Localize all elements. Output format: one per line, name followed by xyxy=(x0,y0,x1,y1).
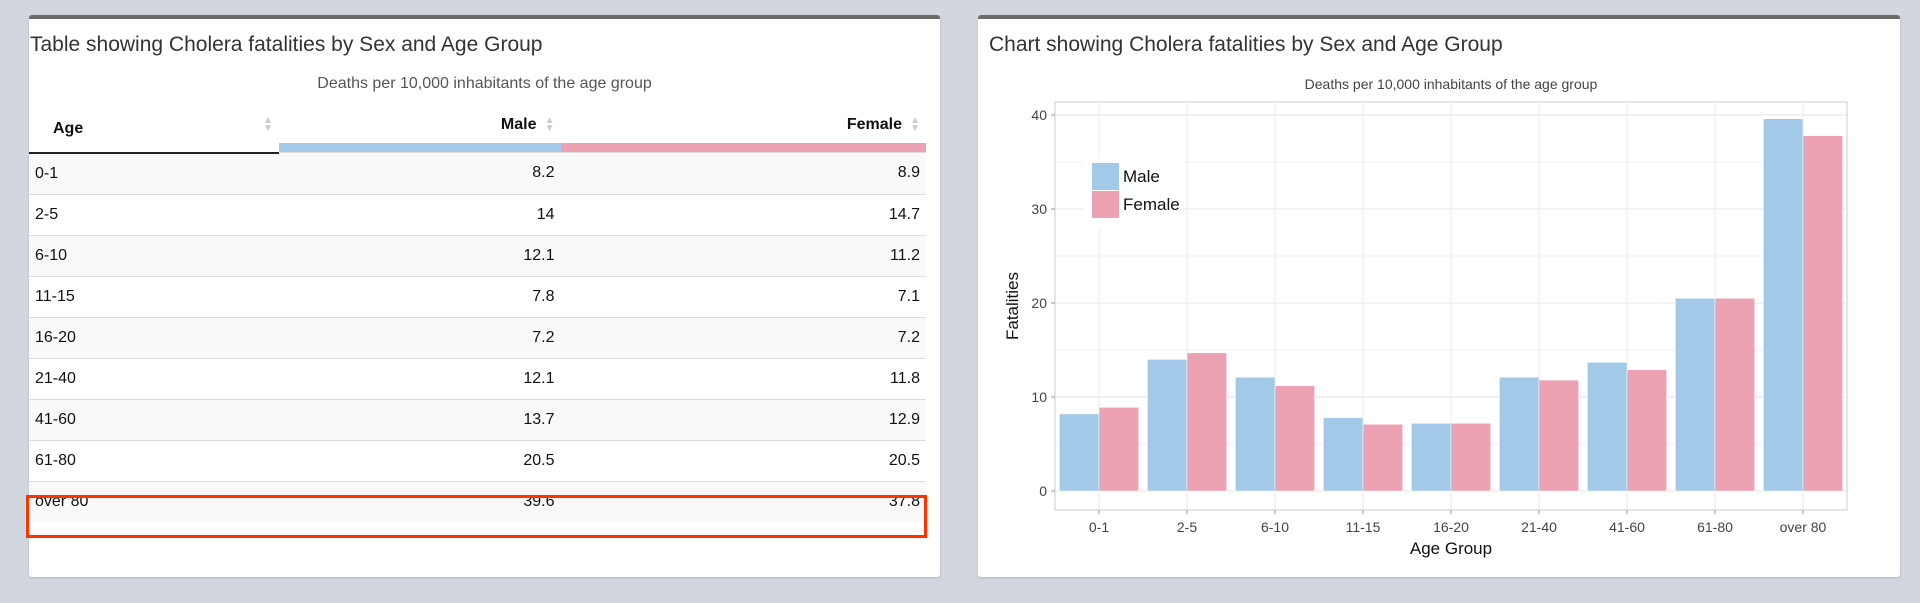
table-row[interactable]: 6-10 12.1 11.2 xyxy=(29,234,926,276)
x-tick-label: 61-80 xyxy=(1697,519,1733,535)
bar-female-6-10 xyxy=(1274,385,1315,492)
column-header-label: Female xyxy=(846,116,902,133)
y-tick-label: 10 xyxy=(1031,389,1047,405)
bar-female-over-80 xyxy=(1802,135,1843,492)
age-cell: 11-15 xyxy=(29,275,279,317)
female-cell: 12.9 xyxy=(560,398,926,440)
male-cell: 14 xyxy=(279,193,561,235)
table-row[interactable]: 0-1 8.2 8.9 xyxy=(29,152,926,194)
sort-icon[interactable]: ▲ ▼ xyxy=(910,115,920,134)
sort-icon[interactable]: ▲ ▼ xyxy=(544,115,555,134)
male-cell: 7.8 xyxy=(279,275,561,317)
bar-female-11-15 xyxy=(1362,424,1403,492)
age-cell: 2-5 xyxy=(29,193,279,235)
x-axis-label: Age Group xyxy=(1410,539,1492,558)
table-row[interactable]: 11-15 7.8 7.1 xyxy=(29,275,926,317)
age-cell: over 80 xyxy=(29,480,279,522)
age-cell: 21-40 xyxy=(29,357,279,399)
chart-panel-title: Chart showing Cholera fatalities by Sex … xyxy=(989,33,1503,56)
bar-male-11-15 xyxy=(1323,417,1364,492)
male-cell: 7.2 xyxy=(279,316,561,358)
age-cell: 16-20 xyxy=(29,316,279,358)
column-header-male[interactable]: Male ▲ ▼ xyxy=(279,107,561,143)
female-cell: 20.5 xyxy=(560,439,926,481)
sort-icon[interactable]: ▲ ▼ xyxy=(263,115,273,134)
bar-male-21-40 xyxy=(1499,377,1540,492)
table-row[interactable]: 21-40 12.1 11.8 xyxy=(29,357,926,399)
x-tick-label: 2-5 xyxy=(1177,519,1197,535)
y-axis-label: Fatalities xyxy=(1003,272,1022,340)
column-header-age[interactable]: Age ▲ ▼ xyxy=(29,107,279,154)
chart-panel: Chart showing Cholera fatalities by Sex … xyxy=(978,15,1900,577)
female-cell: 11.8 xyxy=(560,357,926,399)
fatalities-table: Age ▲ ▼ Male ▲ ▼ Female ▲ ▼ 0-1 8.2 8.9 2-5 14 14.7… xyxy=(29,107,926,522)
chart-title: Deaths per 10,000 inhabitants of the age… xyxy=(1305,76,1598,92)
column-header-label: Age xyxy=(53,120,84,138)
y-tick-label: 40 xyxy=(1031,107,1047,123)
female-cell: 37.8 xyxy=(560,480,926,522)
male-cell: 12.1 xyxy=(279,357,561,399)
table-row[interactable]: 61-80 20.5 20.5 xyxy=(29,439,926,481)
column-header-female[interactable]: Female ▲ ▼ xyxy=(561,107,927,143)
table-panel: Table showing Cholera fatalities by Sex … xyxy=(26,15,940,577)
x-tick-label: 0-1 xyxy=(1089,519,1109,535)
bar-male-over-80 xyxy=(1763,118,1804,492)
legend-swatch-male xyxy=(1092,163,1119,190)
bar-male-41-60 xyxy=(1587,361,1628,492)
bar-male-61-80 xyxy=(1675,298,1716,492)
column-header-label: Male xyxy=(500,116,537,133)
bar-female-0-1 xyxy=(1098,407,1139,492)
bar-female-41-60 xyxy=(1626,369,1667,492)
legend-swatch-female xyxy=(1092,191,1119,218)
male-cell: 20.5 xyxy=(279,439,561,481)
bar-female-61-80 xyxy=(1714,298,1755,492)
x-tick-label: over 80 xyxy=(1780,519,1827,535)
female-cell: 11.2 xyxy=(560,234,926,276)
bar-chart: Deaths per 10,000 inhabitants of the age… xyxy=(1003,76,1848,558)
bar-male-16-20 xyxy=(1411,423,1452,492)
table-row[interactable]: over 80 39.6 37.8 xyxy=(29,480,926,522)
y-tick-label: 20 xyxy=(1031,295,1047,311)
male-cell: 8.2 xyxy=(279,152,561,194)
female-cell: 7.2 xyxy=(560,316,926,358)
male-cell: 12.1 xyxy=(279,234,561,276)
x-tick-label: 16-20 xyxy=(1433,519,1469,535)
bar-male-2-5 xyxy=(1147,359,1188,492)
x-tick-label: 21-40 xyxy=(1521,519,1557,535)
female-cell: 7.1 xyxy=(560,275,926,317)
female-cell: 8.9 xyxy=(560,152,926,194)
legend-label-female: Female xyxy=(1123,195,1180,214)
age-cell: 0-1 xyxy=(29,152,279,194)
table-subtitle: Deaths per 10,000 inhabitants of the age… xyxy=(317,75,652,92)
y-tick-label: 30 xyxy=(1031,201,1047,217)
legend-label-male: Male xyxy=(1123,167,1160,186)
legend: Male Female xyxy=(1083,157,1183,229)
age-cell: 61-80 xyxy=(29,439,279,481)
table-panel-title: Table showing Cholera fatalities by Sex … xyxy=(30,33,543,56)
bar-male-0-1 xyxy=(1059,413,1100,492)
female-color-bar xyxy=(560,143,926,153)
age-cell: 6-10 xyxy=(29,234,279,276)
table-row[interactable]: 2-5 14 14.7 xyxy=(29,193,926,235)
bar-female-21-40 xyxy=(1538,379,1579,492)
male-cell: 13.7 xyxy=(279,398,561,440)
bar-male-6-10 xyxy=(1235,377,1276,492)
x-tick-label: 6-10 xyxy=(1261,519,1289,535)
female-cell: 14.7 xyxy=(560,193,926,235)
age-cell: 41-60 xyxy=(29,398,279,440)
table-row[interactable]: 16-20 7.2 7.2 xyxy=(29,316,926,358)
bar-female-2-5 xyxy=(1186,352,1227,492)
x-tick-label: 11-15 xyxy=(1346,519,1381,535)
x-tick-label: 41-60 xyxy=(1609,519,1645,535)
male-cell: 39.6 xyxy=(279,480,561,522)
table-row[interactable]: 41-60 13.7 12.9 xyxy=(29,398,926,440)
bar-female-16-20 xyxy=(1450,423,1491,492)
male-color-bar xyxy=(279,143,561,153)
y-tick-label: 0 xyxy=(1039,483,1047,499)
